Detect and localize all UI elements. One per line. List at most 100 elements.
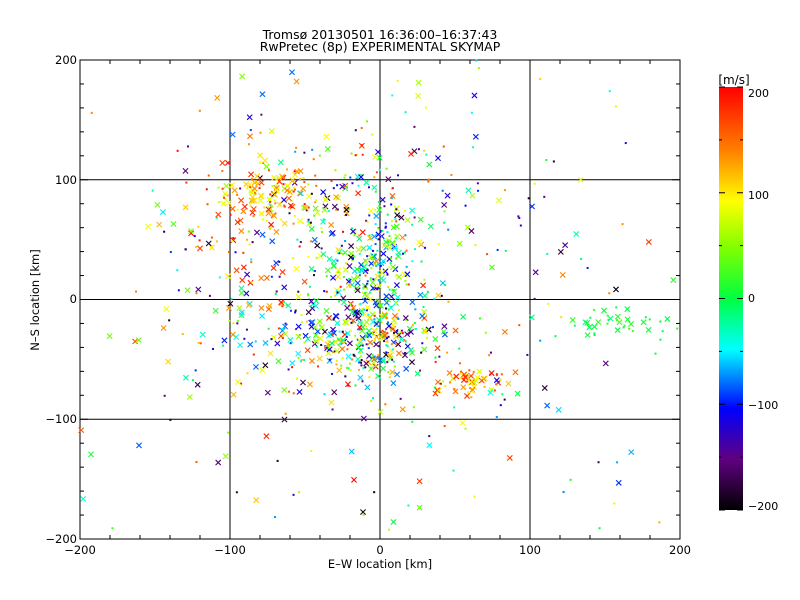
data-point-dot <box>470 396 473 399</box>
data-point-x <box>393 223 400 230</box>
data-point-dot <box>441 189 444 192</box>
data-point-x <box>375 316 382 323</box>
data-point-dot <box>360 364 363 367</box>
data-point-x <box>317 335 324 342</box>
data-point-dot <box>488 354 491 357</box>
data-point-x <box>345 282 352 289</box>
data-point-x <box>259 231 266 238</box>
data-point-x <box>326 256 333 263</box>
data-point-x <box>273 228 280 235</box>
data-point-x <box>323 307 330 314</box>
data-point-dot <box>199 342 202 345</box>
data-point-x <box>304 347 311 354</box>
data-point-dot <box>378 204 381 207</box>
data-point-dot <box>377 271 380 274</box>
data-point-dot <box>593 334 596 337</box>
data-point-dot <box>358 252 361 255</box>
data-point-x <box>389 192 396 199</box>
data-point-dot <box>388 234 391 237</box>
x-tick-label: −200 <box>64 543 96 557</box>
data-point-dot <box>404 351 407 354</box>
data-point-x <box>488 370 495 377</box>
data-point-dot <box>303 341 306 344</box>
axis-ticks <box>79 59 681 540</box>
data-point-dot <box>258 187 261 190</box>
data-point-dot <box>224 193 227 196</box>
data-point-x <box>334 347 341 354</box>
data-point-x <box>541 385 548 392</box>
data-point-dot <box>347 384 350 387</box>
data-point-x <box>135 337 142 344</box>
data-point-dot <box>297 356 300 359</box>
data-point-x <box>251 197 258 204</box>
data-point-dot <box>248 191 251 194</box>
data-point-dot <box>315 199 318 202</box>
data-point-x <box>325 350 332 357</box>
data-point-dot <box>354 154 357 157</box>
data-point-dot <box>273 199 276 202</box>
data-point-dot <box>358 328 361 331</box>
data-point-dot <box>277 327 280 330</box>
data-point-dot <box>411 223 414 226</box>
data-point-x <box>329 230 336 236</box>
data-point-x <box>356 324 363 331</box>
data-point-dot <box>336 259 339 262</box>
data-point-x <box>391 317 397 324</box>
data-point-dot <box>464 204 467 207</box>
data-point-dot <box>331 262 334 265</box>
data-point-dot <box>500 373 503 376</box>
data-point-dot <box>249 202 252 205</box>
data-point-x <box>362 258 369 265</box>
data-point-dot <box>254 340 257 343</box>
data-point-x <box>487 389 494 396</box>
data-point-x <box>220 200 227 207</box>
data-point-x <box>314 242 321 249</box>
data-point-x <box>357 374 364 381</box>
data-point-x <box>506 454 513 461</box>
data-point-x <box>247 279 254 286</box>
data-point-dot <box>338 330 341 333</box>
data-point-dot <box>295 377 298 380</box>
data-point-dot <box>474 244 477 247</box>
data-point-dot <box>274 516 277 519</box>
data-point-dot <box>385 328 388 331</box>
data-point-dot <box>628 327 631 330</box>
data-point-dot <box>253 191 256 194</box>
data-point-dot <box>378 168 381 171</box>
data-point-x <box>288 69 295 76</box>
data-point-x <box>259 91 266 98</box>
data-point-x <box>364 384 371 391</box>
data-point-x <box>383 239 390 246</box>
data-point-x <box>354 356 361 363</box>
data-point-dot <box>295 146 298 149</box>
data-point-dot <box>276 459 279 462</box>
data-point-x <box>297 190 304 197</box>
data-point-x <box>302 204 309 211</box>
data-point-dot <box>427 178 430 181</box>
data-point-x <box>170 220 177 227</box>
data-point-dot <box>360 359 363 362</box>
data-point-dot <box>246 187 249 190</box>
data-point-x <box>452 327 459 334</box>
data-point-dot <box>411 324 414 327</box>
data-point-dot <box>226 194 229 197</box>
data-point-dot <box>307 218 310 221</box>
data-point-dot <box>163 394 166 397</box>
data-point-dot <box>616 461 619 464</box>
data-point-dot <box>367 313 370 316</box>
data-point-x <box>512 369 519 376</box>
data-point-dot <box>205 188 208 191</box>
data-point-dot <box>218 201 221 204</box>
data-point-dot <box>294 328 297 331</box>
data-point-dot <box>364 285 367 288</box>
data-point-x <box>404 331 411 338</box>
data-point-x <box>359 266 366 273</box>
data-point-x <box>244 271 251 278</box>
data-point-dot <box>586 266 589 269</box>
data-point-x <box>375 373 382 380</box>
data-point-x <box>317 252 324 259</box>
data-point-dot <box>372 249 375 252</box>
data-point-dot <box>250 258 253 261</box>
data-point-x <box>276 174 283 181</box>
data-point-x <box>456 240 463 247</box>
